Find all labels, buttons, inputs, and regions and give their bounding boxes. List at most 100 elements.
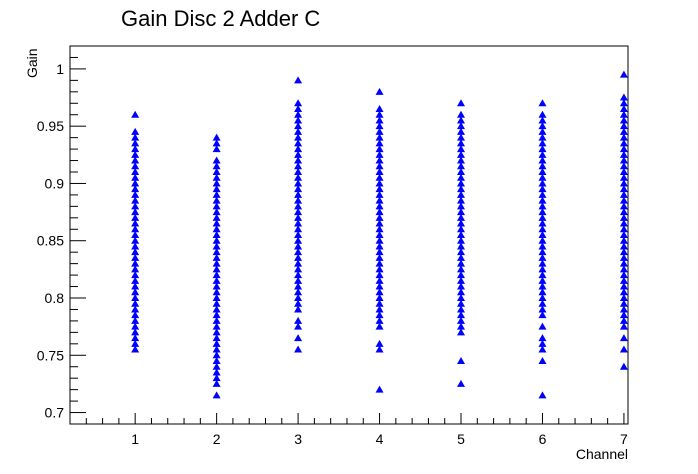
data-point [619, 219, 628, 227]
data-point [375, 231, 384, 238]
data-point [375, 208, 384, 216]
data-point [538, 133, 547, 141]
x-tick-label: 4 [376, 431, 384, 447]
data-point [294, 294, 303, 301]
data-point [294, 271, 303, 279]
data-point [457, 162, 466, 170]
data-point [375, 173, 384, 181]
data-point [457, 328, 466, 336]
data-point [294, 202, 303, 210]
data-point [375, 105, 384, 112]
data-point [212, 213, 221, 221]
data-point [131, 322, 140, 330]
y-axis-label: Gain [24, 48, 40, 78]
data-point [375, 110, 384, 118]
data-point [212, 339, 221, 347]
data-point [619, 196, 628, 204]
data-point [212, 271, 221, 279]
data-point [538, 139, 547, 147]
data-point [457, 248, 466, 256]
data-point [619, 345, 628, 353]
data-point [375, 190, 384, 198]
data-point [131, 305, 140, 313]
data-point [619, 122, 628, 130]
data-point [294, 150, 303, 158]
data-point [212, 202, 221, 210]
data-point [457, 276, 466, 284]
data-point [294, 196, 303, 204]
data-point [131, 208, 140, 216]
data-point [294, 276, 303, 284]
data-point [212, 351, 221, 359]
data-point [619, 316, 628, 324]
data-point [294, 133, 303, 141]
data-point [375, 133, 384, 141]
data-point [457, 236, 466, 244]
data-point [457, 196, 466, 204]
data-point [375, 236, 384, 244]
chart-title: Gain Disc 2 Adder C [121, 6, 320, 31]
data-point [457, 156, 466, 164]
data-point [375, 305, 384, 313]
data-point [457, 299, 466, 307]
data-point [375, 145, 384, 153]
data-point [619, 208, 628, 216]
data-point [212, 391, 221, 399]
data-point [212, 236, 221, 244]
data-point [619, 150, 628, 158]
data-point [294, 162, 303, 170]
data-point [375, 185, 384, 193]
data-point [212, 156, 221, 164]
data-point [538, 116, 547, 124]
data-point [294, 213, 303, 221]
data-point [619, 179, 628, 187]
data-point [538, 185, 547, 193]
data-point [375, 168, 384, 175]
data-point [619, 276, 628, 284]
data-point [131, 288, 140, 296]
data-point [294, 248, 303, 256]
data-point [294, 282, 303, 290]
data-point [131, 248, 140, 256]
data-point [375, 345, 384, 353]
data-point [131, 299, 140, 307]
data-point [375, 179, 384, 187]
data-point [212, 299, 221, 307]
data-point [212, 190, 221, 198]
data-point [294, 99, 303, 107]
data-point [619, 242, 628, 250]
data-point [538, 288, 547, 296]
data-point [457, 322, 466, 330]
data-point [212, 208, 221, 216]
data-point [538, 179, 547, 187]
data-point [294, 259, 303, 267]
data-point [375, 87, 384, 95]
data-point [619, 185, 628, 193]
data-point [619, 156, 628, 164]
data-point [619, 236, 628, 244]
data-point [131, 150, 140, 158]
data-point [212, 345, 221, 353]
data-point [375, 225, 384, 233]
data-point [375, 202, 384, 210]
data-point [131, 276, 140, 284]
data-point [538, 208, 547, 216]
data-point [538, 202, 547, 210]
x-axis: 1 2 3 4 5 6 7 [69, 413, 628, 447]
data-point [375, 248, 384, 256]
data-point [131, 271, 140, 279]
data-point [375, 316, 384, 324]
data-point [538, 299, 547, 307]
data-point [457, 316, 466, 324]
data-point [538, 271, 547, 279]
data-point [457, 127, 466, 135]
data-point [457, 282, 466, 290]
data-point [619, 253, 628, 261]
data-point [131, 213, 140, 221]
data-point [538, 99, 547, 107]
data-point [375, 162, 384, 170]
data-point [294, 127, 303, 135]
data-point [131, 202, 140, 210]
data-point [212, 196, 221, 204]
